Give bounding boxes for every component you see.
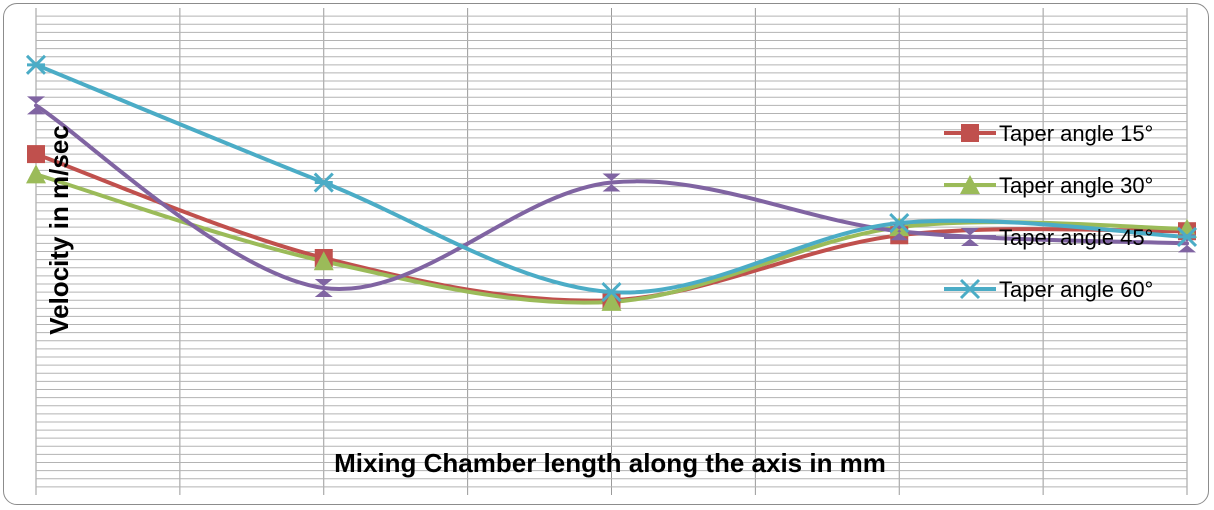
legend-swatch-marker — [960, 175, 980, 194]
legend-label: Taper angle 45° — [999, 225, 1153, 250]
chart-frame — [3, 3, 1209, 505]
y-axis-title: Velocity in m/sec — [44, 125, 74, 335]
gridlines — [35, 8, 1188, 495]
series-3-point-5 — [1178, 234, 1196, 253]
series-markers — [25, 54, 1198, 311]
series-2-point-2 — [313, 251, 334, 271]
x-axis-title: Mixing Chamber length along the axis in … — [334, 448, 886, 478]
series-4-point-1 — [25, 54, 47, 75]
series-3-point-3 — [602, 173, 621, 192]
legend-item-4: Taper angle 60° — [944, 277, 1153, 302]
series-3-point-2 — [314, 279, 333, 298]
series-2-point-1 — [26, 164, 46, 184]
legend-label: Taper angle 60° — [999, 277, 1153, 302]
legend-item-2: Taper angle 30° — [944, 173, 1153, 198]
series-4-point-3 — [601, 282, 622, 303]
legend-swatch-marker — [961, 228, 979, 246]
series-4-point-5 — [1176, 226, 1198, 247]
series-4-point-4 — [889, 213, 910, 234]
series-4-point-2 — [313, 172, 334, 193]
series-3-point-4 — [890, 222, 909, 241]
legend-label: Taper angle 30° — [999, 173, 1153, 198]
legend: Taper angle 15° Taper angle 30° Taper angl… — [944, 121, 1153, 302]
series-1-point-1 — [27, 145, 45, 164]
legend-item-3: Taper angle 45° — [944, 225, 1153, 250]
series-2-point-3 — [601, 291, 622, 311]
legend-swatch-marker — [961, 124, 979, 142]
legend-item-1: Taper angle 15° — [944, 121, 1153, 146]
series-3-point-1 — [27, 96, 45, 115]
legend-label: Taper angle 15° — [999, 121, 1153, 146]
legend-swatch-marker — [959, 278, 981, 300]
